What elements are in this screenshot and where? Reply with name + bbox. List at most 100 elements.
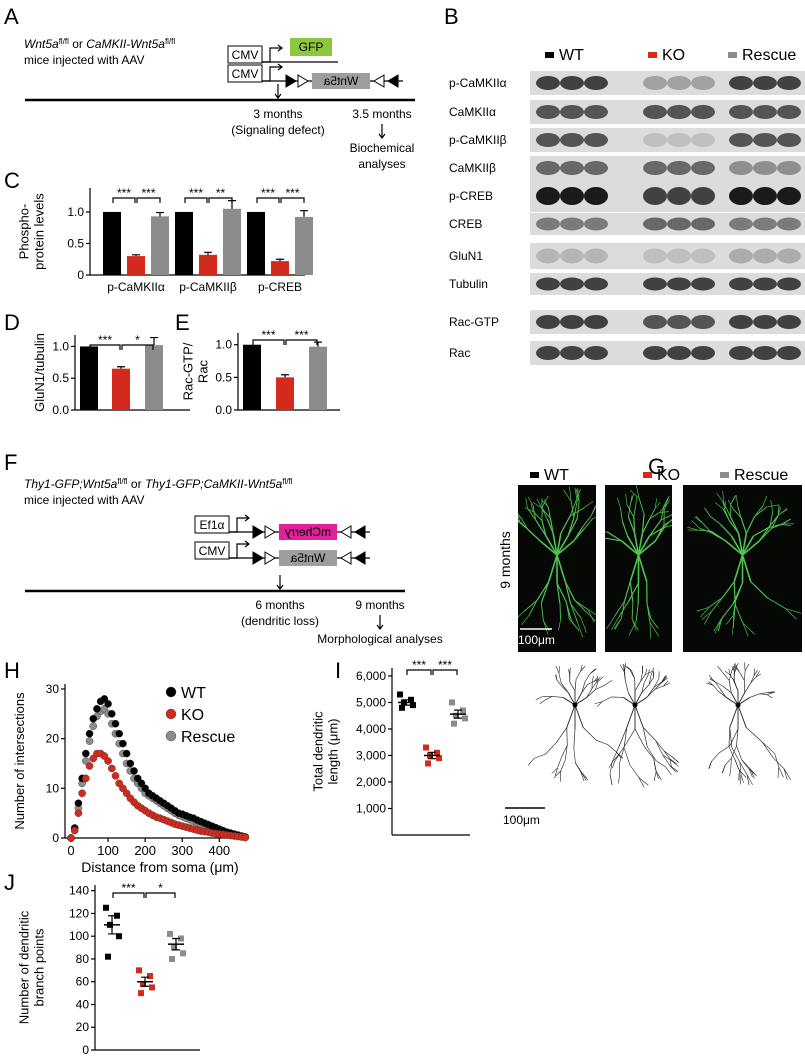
dendrite (573, 527, 583, 542)
blot-band (729, 217, 753, 231)
data-point (451, 720, 457, 727)
dendrite (676, 504, 683, 513)
y-axis-label: protein levels (32, 193, 47, 270)
dendrite (650, 618, 658, 628)
dendrite (746, 727, 763, 743)
blot-band (667, 346, 691, 360)
dendrite (624, 663, 627, 672)
dendrite (574, 600, 588, 613)
blot-band (729, 105, 753, 119)
dendrite (558, 673, 562, 683)
dendrite (541, 507, 548, 520)
dendrite (631, 618, 639, 631)
dendrite (586, 612, 596, 622)
blot-band (667, 277, 691, 291)
dendrite (580, 771, 585, 782)
dendrite (640, 672, 643, 682)
blot-band (584, 217, 608, 231)
dendrite (750, 675, 755, 684)
y-tick-label: 120 (69, 906, 89, 920)
data-point (136, 967, 142, 974)
dendrite (596, 701, 603, 707)
dendrite (716, 493, 725, 504)
dendrite (530, 503, 534, 512)
dendrite (653, 758, 657, 772)
data-point (104, 700, 112, 708)
dendrite (532, 505, 536, 520)
dendrite (631, 670, 636, 680)
blot-band (729, 346, 753, 360)
dendrite (727, 499, 734, 509)
dendrite (739, 762, 742, 775)
significance-label: *** (121, 881, 135, 895)
dendrite (621, 520, 629, 537)
x-tick-label: 200 (134, 843, 156, 858)
blot-band (691, 248, 715, 264)
significance-bracket (145, 892, 176, 898)
dendrite (737, 505, 742, 518)
dendrite (724, 757, 732, 766)
dendrite (581, 681, 586, 693)
significance-label: *** (261, 328, 275, 342)
time-label: 3 months (253, 107, 302, 121)
dendrite (711, 753, 719, 762)
y-tick-label: 140 (69, 884, 89, 898)
dendrite (729, 768, 732, 777)
genotype-text: mice injected with AAV (24, 53, 145, 67)
dendrite (718, 691, 727, 698)
dendrite (654, 685, 664, 690)
dendrite (766, 694, 773, 699)
dendrite (663, 496, 669, 507)
promoter-label: CMV (232, 48, 259, 62)
dendrite (778, 766, 784, 778)
dendrite (777, 767, 780, 779)
dendrite (595, 739, 609, 746)
dendrite (663, 496, 670, 510)
dendrite (556, 679, 562, 686)
dendrite (518, 610, 525, 618)
dendrite (696, 606, 710, 612)
genotype-part: Thy1-GFP;CaMKII-Wnt5a (145, 477, 283, 491)
dendrite (560, 759, 566, 772)
dendrite (564, 581, 572, 605)
genotype-part: or (69, 37, 86, 51)
blot-label: p-CaMKIIβ (449, 133, 507, 147)
dendrite (581, 684, 588, 693)
dendrite (718, 618, 723, 632)
dendrite (551, 767, 558, 774)
blot-band (691, 187, 715, 205)
dendrite (587, 681, 595, 685)
time-label: 3.5 months (352, 107, 411, 121)
significance-bracket (136, 197, 161, 203)
dendrite (655, 771, 662, 781)
dendrite (741, 533, 748, 556)
dendrite (637, 533, 644, 556)
dendrite (565, 744, 568, 760)
data-point (397, 691, 403, 698)
data-point (74, 809, 83, 817)
dendrite (581, 515, 592, 528)
legend-label: Rescue (734, 467, 788, 484)
significance-label: *** (189, 186, 203, 200)
dendrite (759, 692, 769, 695)
data-point (85, 729, 94, 738)
significance-bracket (184, 197, 208, 203)
dendrite (691, 520, 700, 529)
gene-label: Wnt5a (290, 551, 325, 565)
y-tick-label: 0.0 (52, 403, 69, 417)
error-bar (204, 251, 212, 255)
dendrite (733, 665, 740, 673)
legend-swatch (720, 472, 729, 478)
dendrite (635, 495, 638, 506)
blot-band (536, 105, 560, 119)
legend-label: KO (662, 47, 685, 64)
data-point (103, 904, 109, 911)
dendrite (695, 515, 704, 524)
dendrite (722, 685, 732, 693)
dendrite (534, 753, 546, 759)
blot-band (560, 217, 584, 231)
legend-swatch (643, 472, 652, 478)
dendrite (665, 766, 672, 776)
blot-band (777, 277, 801, 291)
